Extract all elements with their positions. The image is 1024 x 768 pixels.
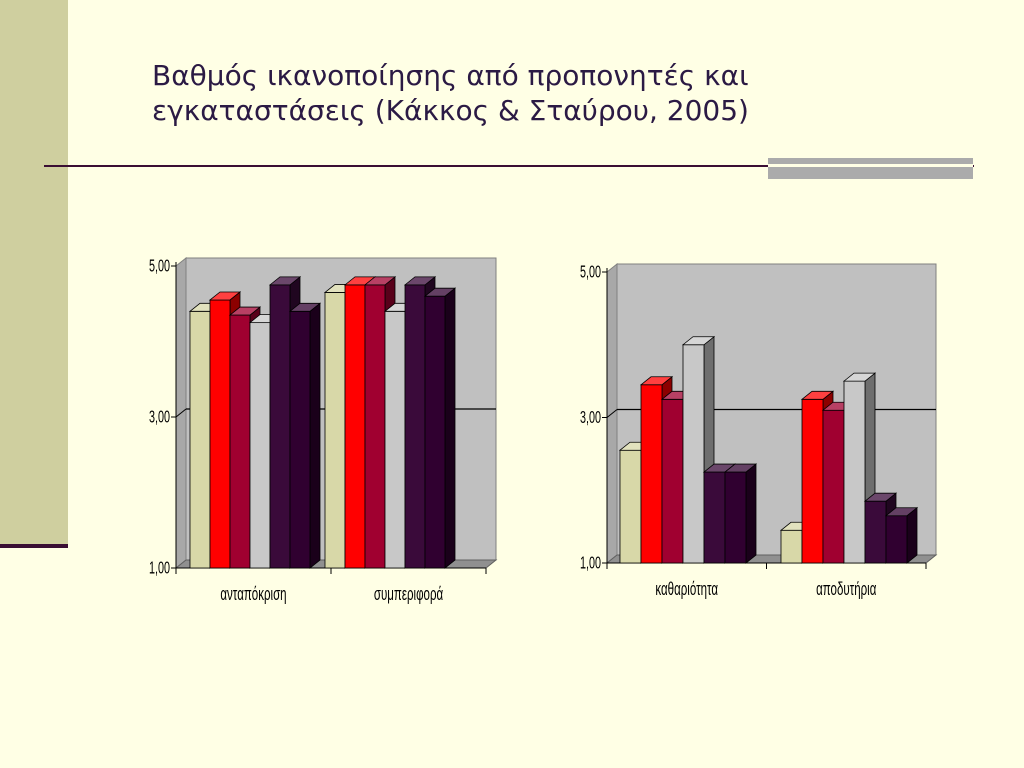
x-category-label: ανταπόκριση	[220, 584, 286, 604]
y-tick-label: 5,00	[149, 257, 170, 276]
slide-title-line-2: εγκαταστάσεις (Κάκκος & Σταύρου, 2005)	[152, 94, 749, 127]
x-category-label: συμπεριφορά	[374, 584, 443, 604]
bar-front	[640, 384, 663, 564]
bar-top	[288, 302, 322, 312]
title-divider-accent-gap	[768, 164, 973, 167]
y-tick-label: 1,00	[580, 554, 601, 573]
decorative-left-band-rule	[0, 544, 68, 548]
bar-top	[842, 372, 877, 382]
bar-front	[801, 398, 824, 564]
gridline-side	[606, 409, 618, 418]
bar-front	[724, 471, 747, 564]
title-divider-accent	[768, 158, 973, 179]
bar	[884, 506, 919, 564]
bar-top	[800, 390, 835, 400]
bar-top	[423, 287, 457, 297]
bar-top	[268, 276, 302, 286]
bar-front	[843, 380, 866, 564]
x-category-label: καθαριότητα	[655, 579, 718, 599]
y-tick-label: 3,00	[149, 408, 170, 427]
bar-front	[864, 500, 887, 564]
bar-top	[228, 306, 262, 316]
bar-front	[822, 409, 845, 564]
bar	[842, 372, 877, 564]
title-divider	[44, 165, 974, 167]
x-category-label: αποδυτήρια	[816, 579, 876, 599]
slide-title: Βαθμός ικανοποίησης από προπονητές και ε…	[152, 58, 912, 128]
bar-front	[780, 529, 803, 564]
bar	[288, 302, 322, 569]
bar-top	[863, 492, 898, 502]
bar-front	[703, 471, 726, 564]
slide-title-line-1: Βαθμός ικανοποίησης από προπονητές και	[152, 59, 749, 92]
bar-front	[619, 449, 642, 564]
bar-front	[682, 344, 705, 564]
gridline-side	[175, 408, 187, 418]
bar	[423, 287, 457, 569]
bar-top	[639, 376, 674, 386]
y-tick-label: 1,00	[149, 559, 170, 578]
bar-side	[745, 463, 757, 564]
bar-top	[681, 336, 716, 346]
bar-front	[661, 398, 684, 564]
y-tick-label: 5,00	[580, 263, 601, 282]
bar	[723, 463, 758, 564]
bar-top	[208, 291, 242, 301]
bar-top	[884, 507, 919, 517]
bar-side	[906, 506, 918, 564]
decorative-left-band	[0, 0, 68, 546]
y-tick-label: 3,00	[580, 409, 601, 428]
bar-top	[363, 276, 397, 286]
bar-front	[885, 515, 908, 564]
bar-top	[723, 463, 758, 473]
bar-top	[403, 276, 437, 286]
